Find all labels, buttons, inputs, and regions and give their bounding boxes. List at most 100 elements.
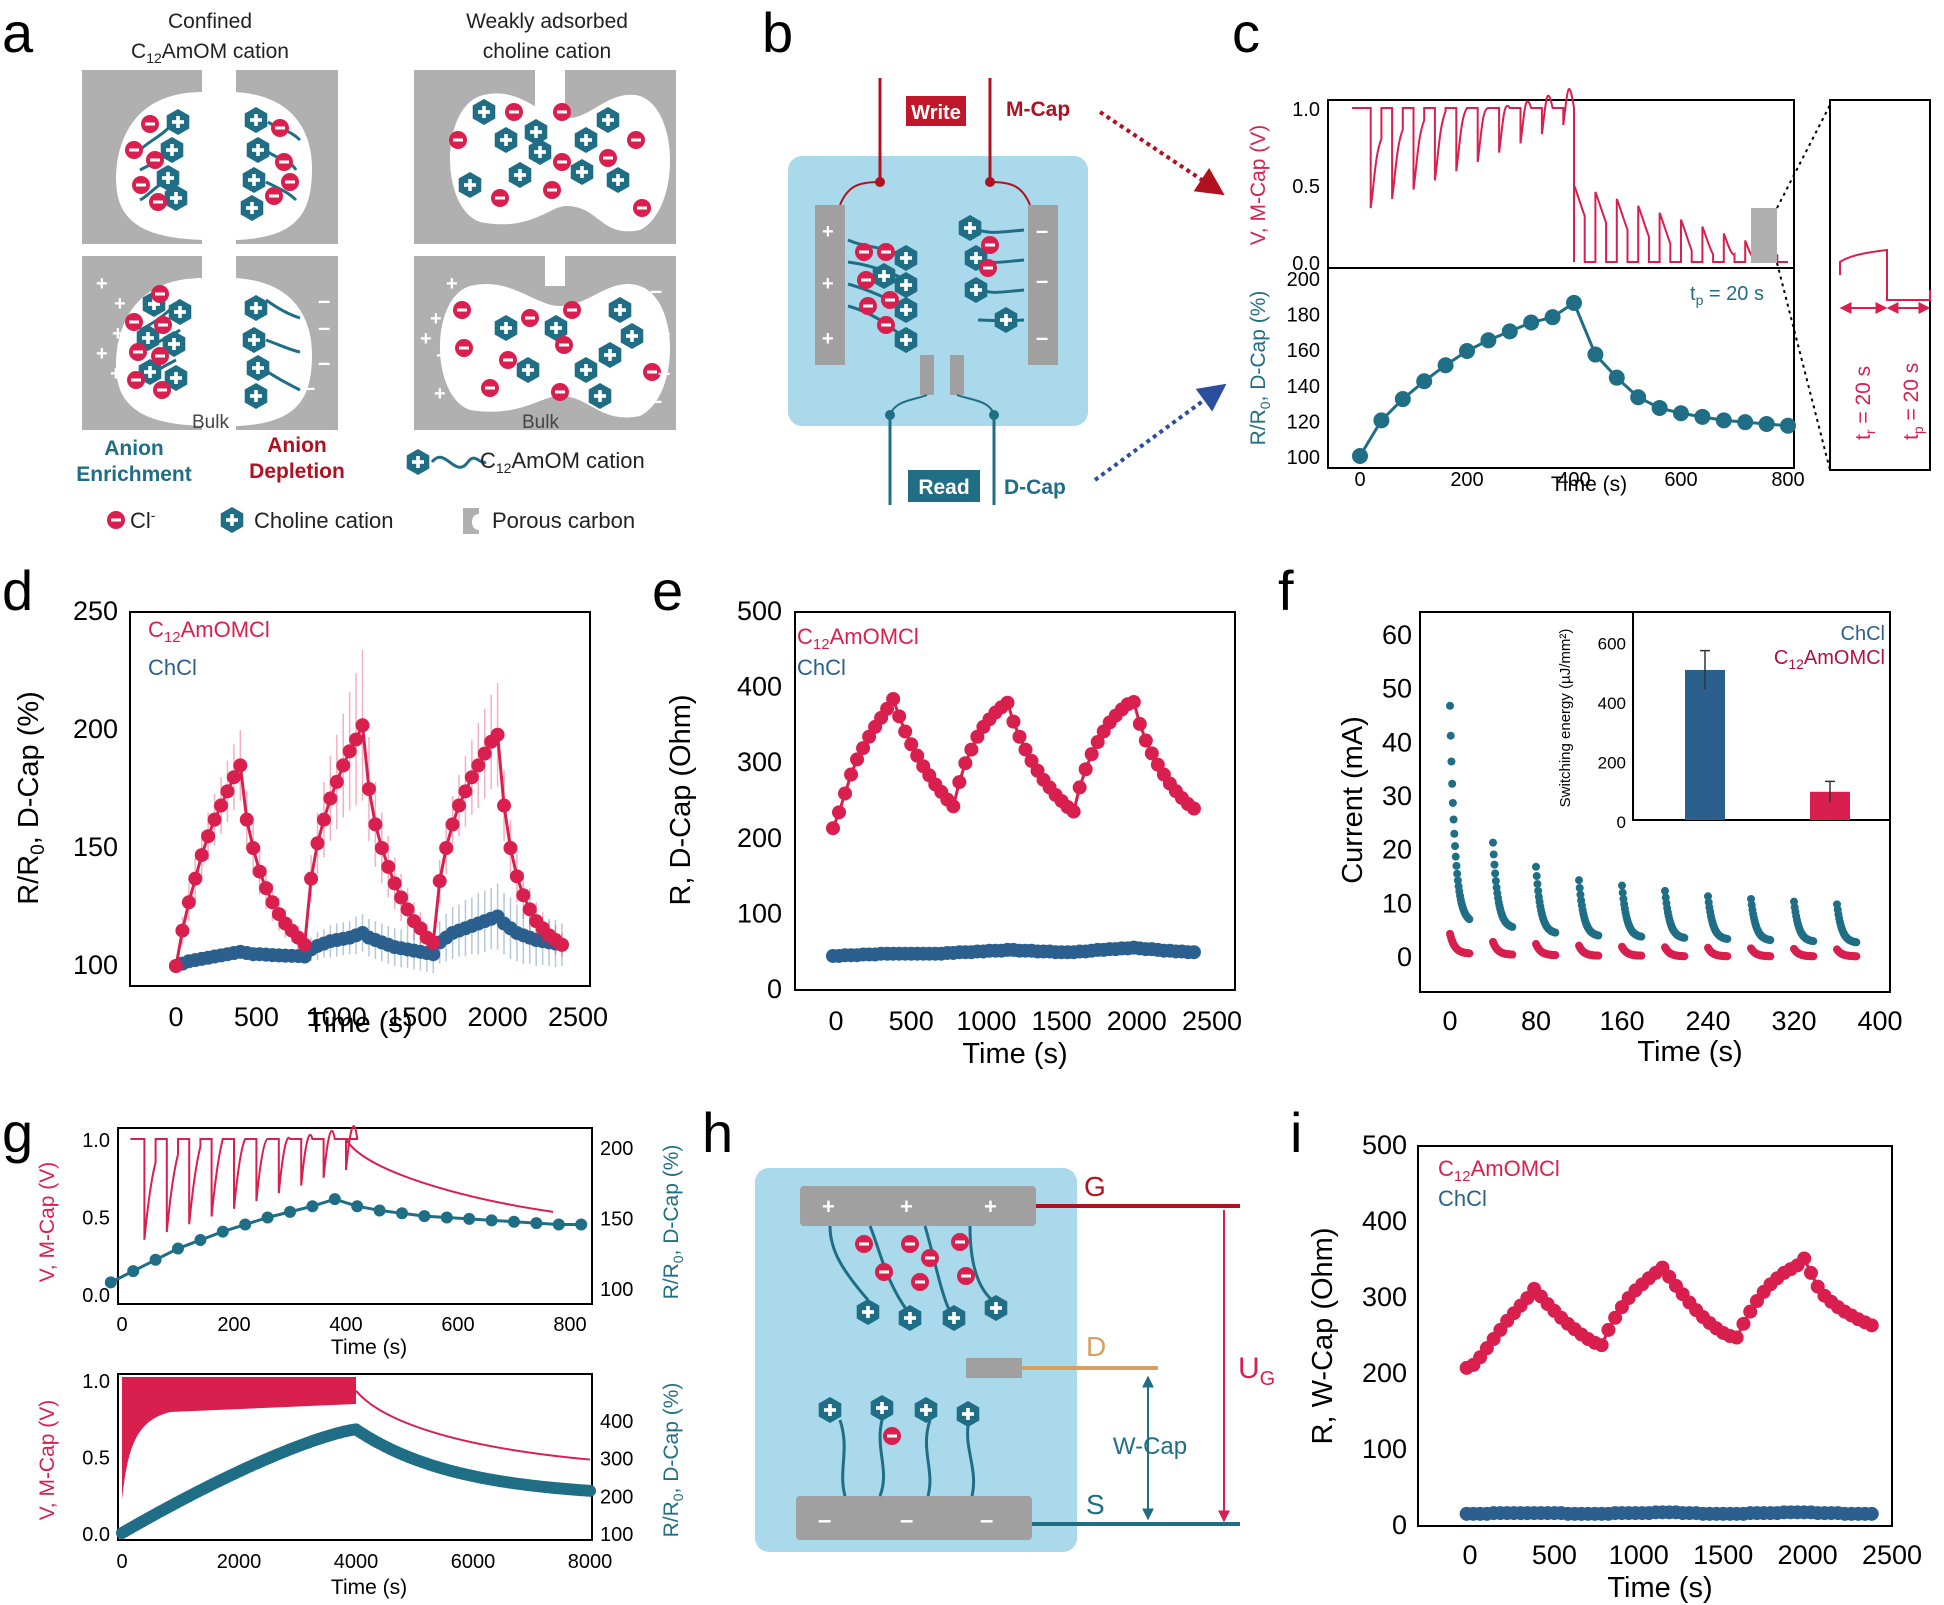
c-top-ytick-2: 1.0 <box>1292 99 1320 121</box>
panel-letter-f: f <box>1278 559 1294 622</box>
g-top-dcap-point-6 <box>239 1218 252 1231</box>
d-c12-point-30 <box>361 782 376 796</box>
d-ylabel: R/R0, D-Cap (%) <box>13 691 49 905</box>
i-c12-point-50 <box>1797 1251 1812 1266</box>
d-c12-point-33 <box>381 859 396 874</box>
d-c12-point-54 <box>516 888 531 903</box>
d-c12-point-31 <box>368 817 383 832</box>
panel-e: 0 100 200 300 400 500 0 500 1000 1500 2000 2500 R,… <box>665 596 1242 1070</box>
c-xtick-1: 200 <box>1450 469 1483 491</box>
svg-text:–: – <box>980 1507 993 1534</box>
f-inset-ytick-2: 400 <box>1598 694 1626 713</box>
b-read-box <box>908 470 980 502</box>
e-legend-1: C12AmOMCl <box>797 624 919 653</box>
panel-letter-d: d <box>2 559 33 622</box>
svg-text:–: – <box>303 375 315 400</box>
i-xlabel: Time (s) <box>1607 1572 1712 1604</box>
i-c12-point-22 <box>1608 1310 1623 1325</box>
a-label-enrich-1: Anion <box>104 437 163 460</box>
d-xtick-2: 1000 <box>307 1002 367 1032</box>
e-c12-point-53 <box>1144 746 1159 761</box>
f-inset-legend-1: ChCl <box>1841 623 1885 645</box>
f-inset-legend-2: C12AmOMCl <box>1774 647 1885 672</box>
g-top-xtick-4: 800 <box>553 1314 586 1336</box>
a-legend-cation: C12AmOM cation <box>480 448 645 476</box>
b-mcap: M-Cap <box>1006 98 1070 121</box>
d-c12-point-51 <box>497 798 512 813</box>
panel-letter-i: i <box>1290 1101 1302 1164</box>
b-arrow-mcap <box>1098 110 1225 196</box>
e-series <box>825 691 1201 963</box>
a-legend-carbon: Porous carbon <box>492 508 635 533</box>
f-teal-point-4-1 <box>1618 888 1627 897</box>
i-xticks: 0 500 1000 1500 2000 2500 <box>1462 1540 1922 1570</box>
a-legend-carbon-icon <box>463 508 479 534</box>
c-dcap-point-19 <box>1758 415 1775 432</box>
f-red-point-3-27 <box>1594 951 1603 960</box>
a-ions-left-bottom: +++++ –––– Bulk <box>96 273 330 433</box>
g-top-dcap-point-15 <box>440 1211 453 1224</box>
a-legend-cl: Cl- <box>130 507 156 533</box>
d-c12-point-36 <box>400 902 415 917</box>
h-ug: UG <box>1238 1352 1275 1390</box>
d-c12-point-40 <box>426 935 441 950</box>
f-red-point-7-27 <box>1766 952 1775 961</box>
panel-d: 100 150 200 250 0 500 1000 1500 2000 2500 R/R0, … <box>13 596 608 1039</box>
f-teal-point-2-3 <box>1534 886 1543 895</box>
d-c12-point-43 <box>445 817 460 832</box>
f-teal-point-7-27 <box>1766 936 1775 945</box>
f-teal-point-2-1 <box>1532 872 1541 881</box>
g-bottom-voltage-trace <box>355 1390 591 1461</box>
c-voltage-trace <box>1352 88 1788 263</box>
b-ions <box>847 215 1025 353</box>
a-bulk-left: Bulk <box>192 412 229 433</box>
c-bottom-ytick-5: 200 <box>1287 269 1320 291</box>
d-c12-point-47 <box>471 758 486 773</box>
i-xtick-2: 1000 <box>1609 1540 1669 1570</box>
b-electrolyte <box>788 156 1088 426</box>
d-c12-point-11 <box>239 812 254 827</box>
panel-a: Confined C12AmOM cation Weakly adsorbed … <box>76 10 676 534</box>
e-c12-point-41 <box>1072 780 1087 795</box>
f-ytick-4: 40 <box>1382 727 1412 757</box>
svg-text:–: – <box>1036 218 1048 243</box>
f-teal-point-3-0 <box>1575 876 1583 885</box>
b-write: Write <box>911 102 961 124</box>
c-dcap-point-7 <box>1501 323 1518 340</box>
g-bottom-rtick-1: 200 <box>600 1486 633 1508</box>
i-xtick-5: 2500 <box>1862 1540 1922 1570</box>
g-bottom-dcap-point-160 <box>584 1484 596 1497</box>
d-c12-point-4 <box>194 848 209 863</box>
d-c12-point-22 <box>310 836 325 851</box>
d-c12-point-5 <box>201 829 216 844</box>
g-top-voltage-trace <box>130 1125 554 1240</box>
g-top-xtick-0: 0 <box>116 1314 127 1336</box>
g-top-dcap-point-19 <box>530 1217 543 1230</box>
c-xtick-4: 800 <box>1771 469 1804 491</box>
c-dcap-point-4 <box>1437 357 1454 374</box>
e-ylabel: R, D-Cap (Ohm) <box>665 694 697 905</box>
a-legend-choline: Choline cation <box>254 508 393 533</box>
svg-text:+: + <box>984 1194 997 1219</box>
g-top-dcap-point-12 <box>373 1204 386 1217</box>
f-inset-bar-0 <box>1685 669 1725 820</box>
f-teal-point-1-3 <box>1491 869 1500 878</box>
f-xticks: 0 80 160 240 320 400 <box>1442 1006 1902 1036</box>
c-xtick-2: 400 <box>1557 469 1590 491</box>
g-top-right-yticks: 100 150 200 <box>600 1138 633 1301</box>
svg-text:–: – <box>818 1507 831 1534</box>
e-c12-point-44 <box>1090 735 1105 750</box>
d-c12-point-50 <box>490 727 505 742</box>
f-teal-point-0-8 <box>1451 852 1460 861</box>
f-teal-point-6-0 <box>1704 892 1712 901</box>
d-c12-point-6 <box>207 812 222 827</box>
c-dcap-point-14 <box>1651 399 1668 416</box>
c-dcap-point-13 <box>1630 389 1647 406</box>
i-yticks: 0 100 200 300 400 500 <box>1362 1130 1407 1540</box>
e-c12-point-12 <box>898 724 913 739</box>
g-top-dcap-point-10 <box>328 1193 341 1206</box>
f-yticks: 0 10 20 30 40 50 60 <box>1382 620 1412 972</box>
i-series <box>1459 1251 1879 1521</box>
panel-b: Write M-Cap + + + – – – Read D-Cap <box>788 78 1227 505</box>
svg-text:+: + <box>110 363 122 385</box>
